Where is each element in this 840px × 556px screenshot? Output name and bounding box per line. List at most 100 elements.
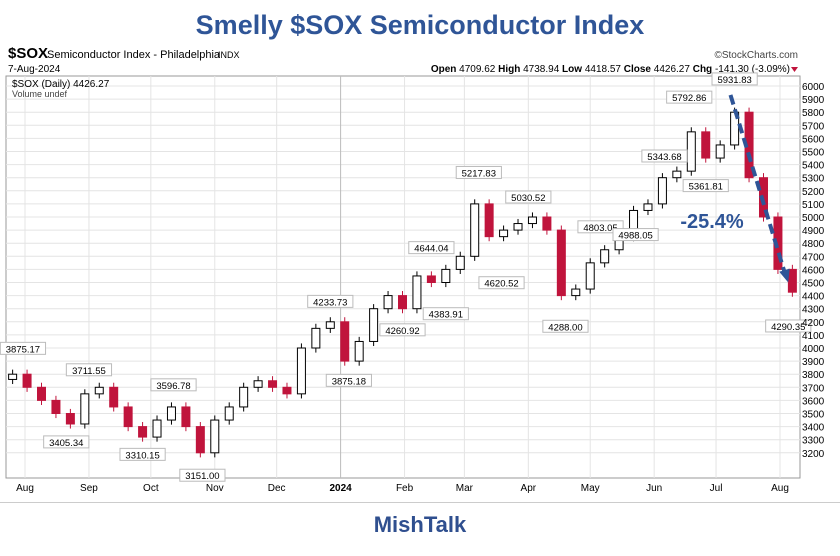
annotation-label: 4620.52 [484, 279, 518, 290]
y-tick-label: 6000 [802, 82, 825, 93]
annotation-label: 3151.00 [185, 471, 219, 482]
annotation-box [408, 241, 455, 255]
candle-body [701, 131, 711, 159]
candle-body [542, 216, 552, 231]
symbol: $SOX [8, 45, 48, 62]
y-tick-label: 4000 [802, 344, 825, 355]
arrow-head-icon [779, 268, 790, 283]
y-tick-label: 5200 [802, 187, 825, 198]
y-tick-label: 5300 [802, 174, 825, 185]
annotation-box [119, 447, 166, 461]
candle-body [455, 255, 465, 270]
annotation-label: 3405.34 [49, 438, 83, 449]
candle-body [210, 419, 220, 454]
open-value: 4709.62 [459, 64, 496, 75]
y-tick-label: 3500 [802, 410, 825, 421]
annotation-box [179, 468, 226, 482]
candle-body [253, 380, 263, 388]
y-tick-label: 4400 [802, 292, 825, 303]
x-tick-label: Mar [456, 483, 474, 494]
x-tick-label: Nov [206, 483, 224, 494]
candle-body [527, 216, 537, 225]
candle-body [354, 340, 364, 362]
annotation-label: 3875.18 [332, 376, 366, 387]
annotation-label: 5343.68 [647, 152, 681, 163]
annotation-label: 4988.05 [618, 231, 652, 242]
high-label: High [498, 64, 520, 75]
annotation-box [43, 435, 90, 449]
candle-body [787, 268, 797, 293]
candle-body [268, 380, 278, 388]
candle-body [340, 321, 350, 362]
y-tick-label: 3300 [802, 436, 825, 447]
annotation-box [641, 149, 688, 163]
annotation-label: 4383.91 [429, 310, 463, 321]
y-tick-label: 4500 [802, 279, 825, 290]
candle-body [195, 426, 205, 454]
date: 7-Aug-2024 [8, 64, 61, 75]
stock-chart: $SOX Semiconductor Index - Philadelphia … [0, 45, 825, 494]
x-tick-label: Feb [396, 483, 414, 494]
x-tick-label: Oct [143, 483, 159, 494]
annotation-label: 3711.55 [72, 366, 106, 377]
y-tick-label: 4100 [802, 331, 825, 342]
candle-body [470, 203, 480, 257]
candle-body [80, 393, 90, 425]
candle-body [600, 249, 610, 264]
y-tick-label: 5800 [802, 108, 825, 119]
y-tick-label: 5100 [802, 200, 825, 211]
trend-label: -25.4% [680, 211, 744, 233]
candle-body [296, 347, 306, 395]
candle-body [657, 177, 667, 205]
ohlc-readout: Open 4709.62 High 4738.94 Low 4418.57 Cl… [431, 64, 790, 75]
annotation-label: 3875.17 [6, 344, 40, 355]
candle-body [8, 373, 18, 380]
annotation-box [422, 307, 469, 321]
y-tick-label: 5000 [802, 213, 825, 224]
annotation-box [577, 220, 624, 234]
candle-body [441, 268, 451, 283]
candle-body [22, 373, 32, 388]
annotation-box [0, 341, 47, 355]
annotation-box [711, 72, 758, 86]
annotation-box [505, 190, 552, 204]
x-tick-label: 2024 [329, 483, 352, 494]
legend-price: $SOX (Daily) 4426.27 [12, 79, 110, 90]
down-triangle-icon [791, 67, 798, 72]
candle-body [65, 413, 75, 425]
candle-body [513, 223, 523, 231]
candle-body [152, 419, 162, 438]
y-tick-label: 3700 [802, 383, 825, 394]
candle-body [585, 262, 595, 290]
annotation-label: 4644.04 [414, 244, 448, 255]
x-tick-label: Dec [268, 483, 286, 494]
y-tick-label: 5900 [802, 95, 825, 106]
page-title: Smelly $SOX Semiconductor Index [195, 10, 645, 40]
annotation-label: 5361.81 [689, 182, 723, 193]
candle-body [51, 399, 61, 414]
y-tick-label: 3900 [802, 357, 825, 368]
candle-body [123, 406, 133, 428]
candle-body [412, 275, 422, 310]
y-tick-label: 3600 [802, 396, 825, 407]
annotation-label: 5030.52 [511, 193, 545, 204]
candle-body [499, 229, 509, 238]
annotation-label: 3310.15 [125, 450, 159, 461]
annotation-box [65, 363, 113, 377]
x-tick-label: May [581, 483, 600, 494]
candle-body [484, 203, 494, 238]
y-tick-label: 3400 [802, 423, 825, 434]
annotation-box [325, 373, 372, 387]
close-label: Close [624, 64, 652, 75]
annotation-box [542, 319, 589, 333]
y-tick-label: 4700 [802, 252, 825, 263]
annotation-box [455, 165, 502, 179]
annotation-label: 4803.05 [583, 223, 617, 234]
y-tick-label: 5400 [802, 161, 825, 172]
x-tick-label: Sep [80, 483, 98, 494]
annotation-box [765, 319, 812, 333]
annotation-box [682, 179, 729, 193]
annotation-label: 4288.00 [548, 322, 582, 333]
annotation-box [379, 323, 426, 337]
